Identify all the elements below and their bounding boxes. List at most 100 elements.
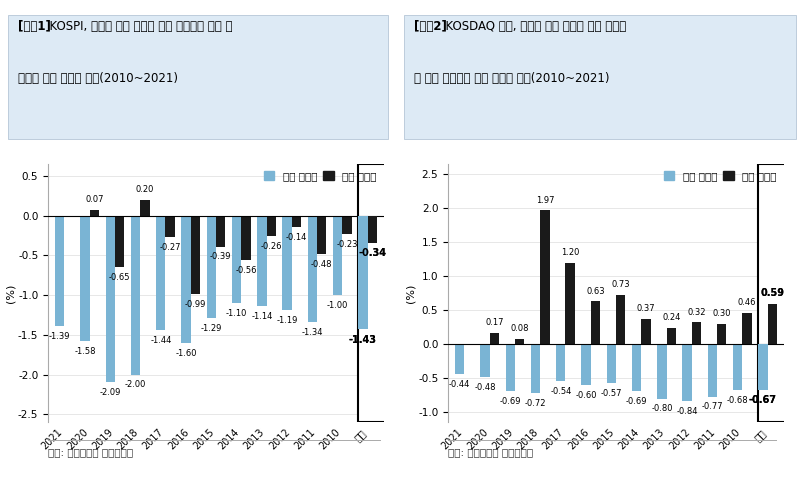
Text: -1.39: -1.39 <box>49 332 70 341</box>
Text: -2.09: -2.09 <box>99 388 121 397</box>
Text: -0.60: -0.60 <box>575 391 597 400</box>
Bar <box>767 304 777 344</box>
Text: KOSPI, 배당락 전일 발표한 이론 배당락과 실제 배: KOSPI, 배당락 전일 발표한 이론 배당락과 실제 배 <box>42 20 232 33</box>
Text: -0.99: -0.99 <box>185 300 206 309</box>
Text: -0.67: -0.67 <box>749 396 777 406</box>
Text: 0.20: 0.20 <box>136 185 154 194</box>
Text: -0.84: -0.84 <box>676 407 698 416</box>
Bar <box>758 344 767 390</box>
Bar <box>742 313 752 344</box>
Bar <box>566 262 575 344</box>
Bar <box>455 344 465 374</box>
Bar <box>666 328 676 344</box>
Text: -0.39: -0.39 <box>210 252 231 261</box>
Text: -1.44: -1.44 <box>150 336 171 345</box>
Text: -0.26: -0.26 <box>261 242 282 251</box>
Bar <box>242 216 250 260</box>
Bar <box>216 216 226 247</box>
Bar <box>590 301 600 344</box>
Text: -0.44: -0.44 <box>449 380 470 389</box>
Bar <box>480 344 490 377</box>
Text: -1.14: -1.14 <box>251 312 273 321</box>
Bar <box>367 216 377 243</box>
Text: 0.07: 0.07 <box>85 195 104 204</box>
Text: 0.73: 0.73 <box>611 280 630 289</box>
Text: -1.58: -1.58 <box>74 347 96 356</box>
Bar <box>616 295 626 344</box>
Text: -0.69: -0.69 <box>626 397 647 406</box>
Text: -1.10: -1.10 <box>226 309 247 318</box>
Text: -0.34: -0.34 <box>358 248 386 258</box>
FancyBboxPatch shape <box>358 164 386 422</box>
Text: -0.77: -0.77 <box>702 402 723 412</box>
Legend: 이론 배당락, 실제 배당락: 이론 배당락, 실제 배당락 <box>260 167 381 185</box>
Bar <box>266 216 276 237</box>
Bar <box>342 216 352 234</box>
Text: [차트1]: [차트1] <box>18 20 50 33</box>
Bar <box>166 216 175 237</box>
Text: -0.68: -0.68 <box>727 396 749 405</box>
Bar <box>767 304 777 344</box>
Bar <box>55 216 65 326</box>
Text: -1.00: -1.00 <box>327 301 348 310</box>
Bar <box>692 323 701 344</box>
Text: 0.32: 0.32 <box>687 308 706 317</box>
Bar <box>556 344 566 381</box>
Bar <box>506 344 515 391</box>
Text: -0.56: -0.56 <box>235 266 257 275</box>
Y-axis label: (%): (%) <box>406 284 415 303</box>
Bar <box>317 216 326 254</box>
Text: 자료: 유안타증권 리서치센터: 자료: 유안타증권 리서치센터 <box>448 447 533 457</box>
Text: 0.24: 0.24 <box>662 313 680 322</box>
Bar <box>540 210 550 344</box>
Bar <box>717 324 726 344</box>
Text: -0.27: -0.27 <box>159 243 181 252</box>
Bar <box>606 344 616 383</box>
Text: -0.34: -0.34 <box>358 248 386 258</box>
Text: -0.57: -0.57 <box>601 389 622 398</box>
Text: 0.46: 0.46 <box>738 298 756 307</box>
Bar <box>282 216 292 310</box>
Text: -1.60: -1.60 <box>175 348 197 358</box>
Text: -0.23: -0.23 <box>336 240 358 248</box>
Bar <box>682 344 692 402</box>
Text: 1.97: 1.97 <box>536 196 554 205</box>
FancyBboxPatch shape <box>758 164 786 422</box>
Text: -2.00: -2.00 <box>125 380 146 390</box>
Text: -1.19: -1.19 <box>277 316 298 325</box>
Bar <box>131 216 140 375</box>
Text: -0.80: -0.80 <box>651 405 673 414</box>
Text: 0.17: 0.17 <box>485 318 504 327</box>
Bar <box>257 216 266 306</box>
Text: 과 실제 배당락일 시가 하락률 추이(2010~2021): 과 실제 배당락일 시가 하락률 추이(2010~2021) <box>414 72 609 85</box>
Bar <box>182 216 190 343</box>
Bar <box>531 344 540 393</box>
Bar <box>758 344 767 390</box>
Text: -0.67: -0.67 <box>749 396 777 406</box>
Text: -1.43: -1.43 <box>349 335 377 345</box>
Text: -0.72: -0.72 <box>525 399 546 408</box>
Bar <box>367 216 377 243</box>
Bar <box>515 339 524 344</box>
Text: 0.30: 0.30 <box>713 309 731 318</box>
Bar <box>90 210 99 216</box>
Bar <box>733 344 742 391</box>
Text: -0.54: -0.54 <box>550 387 571 396</box>
Bar <box>106 216 115 382</box>
Bar <box>80 216 90 341</box>
Bar <box>115 216 124 267</box>
Bar <box>358 216 367 330</box>
Text: -1.29: -1.29 <box>201 324 222 333</box>
Bar <box>582 344 590 385</box>
Text: -0.48: -0.48 <box>474 383 496 392</box>
Bar <box>308 216 317 322</box>
Text: 0.08: 0.08 <box>510 324 529 333</box>
Bar <box>206 216 216 318</box>
Text: 자료: 유안타증권 리서치센터: 자료: 유안타증권 리서치센터 <box>48 447 133 457</box>
Bar <box>490 332 499 344</box>
Text: 당락일 시가 하락률 추이(2010~2021): 당락일 시가 하락률 추이(2010~2021) <box>18 72 178 85</box>
Bar <box>358 216 367 330</box>
Bar <box>232 216 242 303</box>
Text: -0.48: -0.48 <box>311 259 333 268</box>
Legend: 이론 배당락, 실제 배당락: 이론 배당락, 실제 배당락 <box>660 167 781 185</box>
